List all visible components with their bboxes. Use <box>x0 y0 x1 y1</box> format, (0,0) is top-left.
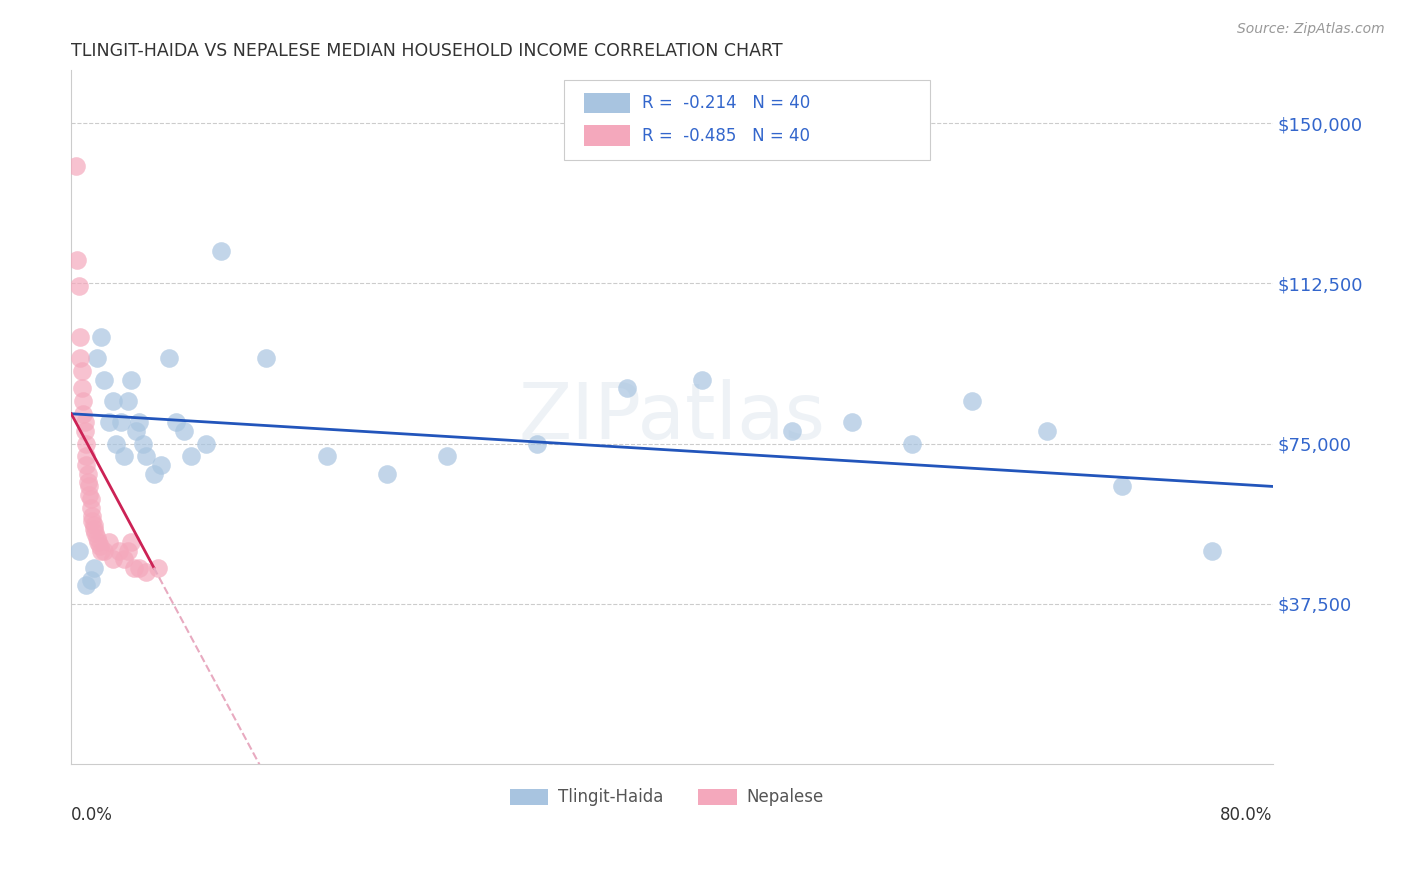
Text: 80.0%: 80.0% <box>1220 806 1272 824</box>
Point <box>841 415 863 429</box>
Point <box>1201 543 1223 558</box>
Point <box>67 543 90 558</box>
Point <box>75 450 97 464</box>
Point <box>256 351 278 366</box>
Point <box>83 522 105 536</box>
Point <box>72 407 94 421</box>
Point <box>124 560 146 574</box>
Point <box>89 539 111 553</box>
Point <box>76 467 98 481</box>
Point <box>70 364 93 378</box>
Text: TLINGIT-HAIDA VS NEPALESE MEDIAN HOUSEHOLD INCOME CORRELATION CHART: TLINGIT-HAIDA VS NEPALESE MEDIAN HOUSEHO… <box>72 42 783 60</box>
Point <box>209 244 232 259</box>
Point <box>76 475 98 490</box>
Point <box>84 526 107 541</box>
Point <box>120 535 142 549</box>
Point <box>82 509 104 524</box>
Point <box>72 393 94 408</box>
Point <box>780 424 803 438</box>
FancyBboxPatch shape <box>699 789 737 805</box>
Point <box>125 424 148 438</box>
Point <box>77 488 100 502</box>
Point <box>75 578 97 592</box>
Point <box>67 278 90 293</box>
Point <box>132 436 155 450</box>
Point <box>103 552 125 566</box>
FancyBboxPatch shape <box>564 80 931 160</box>
Point <box>80 500 103 515</box>
Point <box>616 381 638 395</box>
Point <box>87 535 110 549</box>
Point <box>120 373 142 387</box>
Point <box>195 436 218 450</box>
Point <box>135 450 157 464</box>
Point <box>73 415 96 429</box>
Point <box>82 514 104 528</box>
Point <box>86 351 108 366</box>
Point <box>180 450 202 464</box>
Point <box>436 450 458 464</box>
FancyBboxPatch shape <box>510 789 548 805</box>
Text: R =  -0.214   N = 40: R = -0.214 N = 40 <box>643 94 810 112</box>
Point <box>148 560 170 574</box>
Point <box>1036 424 1059 438</box>
Point <box>157 351 180 366</box>
Point <box>117 393 139 408</box>
Point <box>173 424 195 438</box>
Point <box>80 574 103 588</box>
Point <box>690 373 713 387</box>
Point <box>112 552 135 566</box>
Text: Tlingit-Haida: Tlingit-Haida <box>558 788 664 805</box>
Point <box>110 415 132 429</box>
Point <box>150 458 173 472</box>
Point <box>128 415 150 429</box>
Point <box>128 560 150 574</box>
Point <box>117 543 139 558</box>
Point <box>103 393 125 408</box>
Point <box>69 330 91 344</box>
Point <box>142 467 165 481</box>
Text: Nepalese: Nepalese <box>747 788 824 805</box>
Point <box>165 415 187 429</box>
Text: ZIPatlas: ZIPatlas <box>519 379 825 455</box>
Point <box>73 424 96 438</box>
Point <box>86 531 108 545</box>
Point <box>65 159 87 173</box>
Point <box>90 330 112 344</box>
Point <box>108 543 131 558</box>
Point <box>526 436 548 450</box>
FancyBboxPatch shape <box>583 125 630 146</box>
Point <box>97 415 120 429</box>
Point <box>375 467 398 481</box>
Point <box>90 543 112 558</box>
Point <box>83 560 105 574</box>
Point <box>77 479 100 493</box>
Point <box>93 543 115 558</box>
Point <box>135 565 157 579</box>
Point <box>315 450 337 464</box>
Point <box>75 458 97 472</box>
Text: Source: ZipAtlas.com: Source: ZipAtlas.com <box>1237 22 1385 37</box>
Point <box>70 381 93 395</box>
Point <box>83 517 105 532</box>
Text: 0.0%: 0.0% <box>72 806 112 824</box>
Point <box>901 436 924 450</box>
Point <box>80 492 103 507</box>
Point <box>1111 479 1133 493</box>
Point <box>93 373 115 387</box>
Point <box>112 450 135 464</box>
Point <box>66 252 89 267</box>
Point <box>69 351 91 366</box>
Point <box>105 436 128 450</box>
Text: R =  -0.485   N = 40: R = -0.485 N = 40 <box>643 127 810 145</box>
FancyBboxPatch shape <box>583 93 630 113</box>
Point <box>75 436 97 450</box>
Point <box>960 393 983 408</box>
Point <box>97 535 120 549</box>
